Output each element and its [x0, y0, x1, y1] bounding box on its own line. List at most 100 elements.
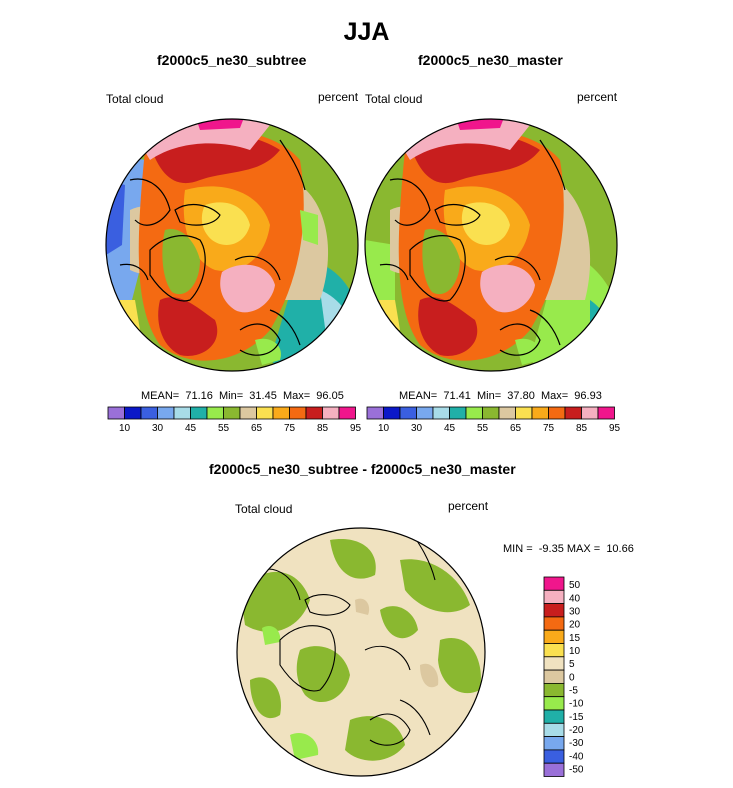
- colorbar-tick-label: 85: [317, 423, 329, 434]
- colorbar-box: [432, 406, 450, 420]
- mean-value: 71.16: [185, 390, 213, 402]
- max-value: 96.93: [574, 390, 602, 402]
- mean-label: MEAN=: [141, 390, 180, 402]
- colorbar-tick-label: 15: [569, 633, 581, 644]
- colorbar-box: [531, 406, 549, 420]
- colorbar-tick-label: 30: [411, 423, 423, 434]
- colorbar-tick-label: 10: [119, 423, 131, 434]
- min-value: 31.45: [249, 390, 277, 402]
- colorbar-box: [140, 406, 158, 420]
- max-label: Max=: [282, 390, 311, 402]
- colorbar-tick-label: 5: [569, 659, 575, 670]
- colorbar-tick-label: -5: [569, 686, 578, 697]
- colorbar-box: [366, 406, 384, 420]
- polar-map-difference: [236, 527, 486, 777]
- colorbar-box: [543, 669, 565, 684]
- min-label: Min=: [477, 390, 502, 402]
- polar-map-subtree: [105, 118, 359, 372]
- colorbar-subtree: 10 30 45 55 65 75 85 95: [107, 406, 362, 434]
- colorbar-box: [465, 406, 483, 420]
- colorbar-master: 10 30 45 55 65 75 85 95: [366, 406, 620, 434]
- colorbar-box: [289, 406, 307, 420]
- colorbar-box: [543, 589, 565, 604]
- colorbar-tick-label: 45: [185, 423, 197, 434]
- panel-title-difference: f2000c5_ne30_subtree - f2000c5_ne30_mast…: [209, 461, 516, 477]
- mean-label: MEAN=: [399, 390, 438, 402]
- colorbar-box: [256, 406, 274, 420]
- colorbar-tick-label: -40: [569, 751, 584, 762]
- colorbar-box: [543, 656, 565, 671]
- colorbar-box: [564, 406, 582, 420]
- min-label: Min=: [219, 390, 244, 402]
- polar-map-master: [364, 118, 618, 372]
- panel-title-subtree: f2000c5_ne30_subtree: [157, 52, 307, 68]
- colorbar-box: [206, 406, 224, 420]
- colorbar-box: [543, 696, 565, 711]
- colorbar-tick-label: 10: [378, 423, 390, 434]
- colorbar-tick-label: 85: [576, 423, 588, 434]
- colorbar-box: [272, 406, 290, 420]
- colorbar-box: [515, 406, 533, 420]
- colorbar-box: [543, 722, 565, 737]
- colorbar-box: [449, 406, 467, 420]
- colorbar-box: [543, 762, 565, 777]
- colorbar-tick-label: 0: [569, 672, 575, 683]
- colorbar-box: [543, 736, 565, 751]
- mean-value: 71.41: [443, 390, 471, 402]
- min-value: 37.80: [507, 390, 535, 402]
- colorbar-box: [543, 643, 565, 658]
- colorbar-box: [543, 576, 565, 591]
- colorbar-tick-label: 50: [569, 580, 581, 591]
- stats-subtree: MEAN= 71.16 Min= 31.45 Max= 96.05: [141, 390, 344, 402]
- colorbar-box: [173, 406, 191, 420]
- colorbar-box: [157, 406, 175, 420]
- colorbar-tick-label: 55: [218, 423, 230, 434]
- colorbar-box: [223, 406, 241, 420]
- colorbar-box: [498, 406, 516, 420]
- colorbar-tick-label: 20: [569, 620, 581, 631]
- colorbar-box: [581, 406, 599, 420]
- colorbar-tick-label: 30: [152, 423, 164, 434]
- colorbar-box: [543, 616, 565, 631]
- colorbar-tick-label: 95: [350, 423, 362, 434]
- colorbar-tick-label: 40: [569, 593, 581, 604]
- colorbar-tick-label: -15: [569, 712, 584, 723]
- colorbar-box: [124, 406, 142, 420]
- colorbar-box: [305, 406, 323, 420]
- colorbar-box: [416, 406, 434, 420]
- units-label-master: percent: [577, 90, 618, 104]
- units-label-difference: percent: [448, 499, 489, 513]
- max-value: 96.05: [316, 390, 344, 402]
- colorbar-box: [543, 709, 565, 724]
- colorbar-tick-label: 75: [543, 423, 555, 434]
- colorbar-box: [543, 603, 565, 618]
- colorbar-tick-label: 10: [569, 646, 581, 657]
- stats-master: MEAN= 71.41 Min= 37.80 Max= 96.93: [399, 390, 602, 402]
- variable-label-subtree: Total cloud: [106, 92, 164, 106]
- panel-title-master: f2000c5_ne30_master: [418, 52, 563, 68]
- colorbar-box: [338, 406, 356, 420]
- colorbar-box: [322, 406, 340, 420]
- colorbar-box: [190, 406, 208, 420]
- colorbar-box: [543, 749, 565, 764]
- colorbar-box: [399, 406, 417, 420]
- colorbar-tick-label: 45: [444, 423, 456, 434]
- colorbar-box: [107, 406, 125, 420]
- colorbar-tick-label: 75: [284, 423, 296, 434]
- colorbar-tick-label: -10: [569, 699, 584, 710]
- colorbar-tick-label: 55: [477, 423, 489, 434]
- units-label-subtree: percent: [318, 90, 359, 104]
- colorbar-tick-label: -20: [569, 725, 584, 736]
- minmax-difference: MIN = -9.35 MAX = 10.66: [503, 543, 634, 555]
- max-label: Max=: [540, 390, 569, 402]
- variable-label-master: Total cloud: [365, 92, 423, 106]
- colorbar-box: [239, 406, 257, 420]
- variable-label-difference: Total cloud: [235, 502, 293, 516]
- colorbar-box: [383, 406, 401, 420]
- colorbar-tick-label: -50: [569, 765, 584, 776]
- colorbar-tick-label: -30: [569, 738, 584, 749]
- colorbar-box: [543, 683, 565, 698]
- colorbar-box: [482, 406, 500, 420]
